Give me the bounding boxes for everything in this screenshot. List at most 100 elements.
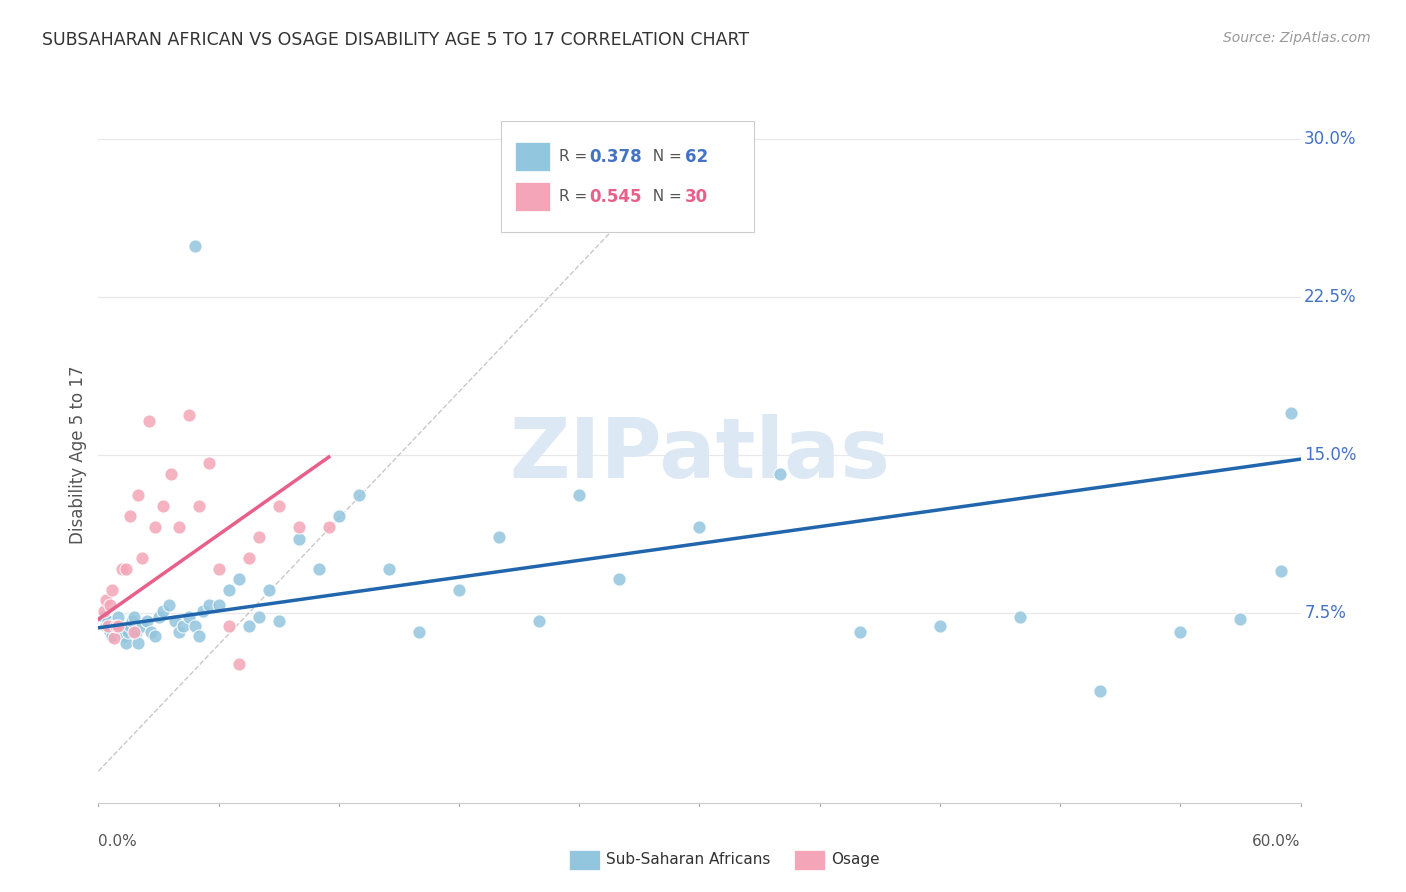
Point bbox=[97, 618, 120, 632]
Point bbox=[1010, 610, 1032, 624]
Point bbox=[148, 610, 170, 624]
Text: 0.545: 0.545 bbox=[589, 187, 643, 206]
Text: 0.0%: 0.0% bbox=[98, 834, 138, 849]
Point bbox=[167, 519, 190, 533]
Point bbox=[1088, 684, 1111, 698]
Point bbox=[96, 593, 118, 607]
Point bbox=[143, 629, 166, 643]
Point bbox=[208, 562, 231, 576]
Text: N =: N = bbox=[643, 189, 686, 204]
Text: 30: 30 bbox=[685, 187, 709, 206]
Point bbox=[408, 625, 430, 640]
Point bbox=[228, 572, 250, 586]
Point bbox=[228, 657, 250, 671]
Text: 60.0%: 60.0% bbox=[1253, 834, 1301, 849]
Point bbox=[103, 632, 125, 646]
Point bbox=[100, 598, 122, 612]
Point bbox=[128, 488, 150, 502]
Point bbox=[101, 629, 124, 643]
Point bbox=[288, 519, 311, 533]
Point bbox=[131, 618, 153, 632]
Point bbox=[110, 625, 132, 640]
Point bbox=[157, 598, 180, 612]
Point bbox=[247, 530, 270, 544]
Point bbox=[128, 635, 150, 649]
Text: Source: ZipAtlas.com: Source: ZipAtlas.com bbox=[1223, 31, 1371, 45]
Text: ZIPatlas: ZIPatlas bbox=[509, 415, 890, 495]
Point bbox=[197, 598, 219, 612]
Point bbox=[238, 551, 260, 566]
Point bbox=[138, 414, 160, 428]
Point bbox=[187, 629, 209, 643]
Point bbox=[93, 604, 115, 618]
Point bbox=[114, 629, 136, 643]
Text: 7.5%: 7.5% bbox=[1305, 604, 1346, 622]
Text: SUBSAHARAN AFRICAN VS OSAGE DISABILITY AGE 5 TO 17 CORRELATION CHART: SUBSAHARAN AFRICAN VS OSAGE DISABILITY A… bbox=[42, 31, 749, 49]
Point bbox=[100, 625, 122, 640]
Point bbox=[378, 562, 401, 576]
Point bbox=[159, 467, 181, 481]
Point bbox=[103, 616, 125, 631]
Text: N =: N = bbox=[643, 149, 686, 164]
Point bbox=[177, 408, 200, 422]
Point bbox=[1229, 612, 1251, 626]
Text: Sub-Saharan Africans: Sub-Saharan Africans bbox=[606, 853, 770, 867]
Point bbox=[152, 499, 174, 513]
Point bbox=[218, 618, 240, 632]
Text: R =: R = bbox=[558, 149, 592, 164]
Point bbox=[167, 625, 190, 640]
Point bbox=[115, 635, 138, 649]
Point bbox=[187, 499, 209, 513]
Point bbox=[177, 610, 200, 624]
Point bbox=[208, 598, 231, 612]
Point bbox=[120, 618, 142, 632]
Point bbox=[328, 509, 350, 524]
Point bbox=[107, 618, 129, 632]
Point bbox=[101, 582, 124, 597]
Point bbox=[488, 530, 510, 544]
Point bbox=[929, 618, 952, 632]
Point bbox=[124, 625, 146, 640]
Point bbox=[1279, 406, 1302, 420]
Point bbox=[96, 618, 118, 632]
Point bbox=[267, 499, 290, 513]
Point bbox=[111, 562, 134, 576]
Point bbox=[849, 625, 872, 640]
Point bbox=[139, 625, 162, 640]
Point bbox=[183, 239, 205, 253]
Point bbox=[125, 625, 148, 640]
Point bbox=[609, 572, 631, 586]
Point bbox=[191, 604, 214, 618]
Point bbox=[568, 488, 591, 502]
Point bbox=[124, 610, 146, 624]
Point bbox=[120, 509, 142, 524]
Point bbox=[347, 488, 370, 502]
Point bbox=[308, 562, 330, 576]
Point bbox=[183, 618, 205, 632]
Point bbox=[238, 618, 260, 632]
Point bbox=[163, 615, 186, 629]
Text: 15.0%: 15.0% bbox=[1305, 446, 1357, 464]
Point bbox=[117, 625, 139, 640]
Point bbox=[115, 562, 138, 576]
Text: 22.5%: 22.5% bbox=[1305, 288, 1357, 306]
Point bbox=[143, 519, 166, 533]
Point bbox=[97, 615, 120, 629]
Text: R =: R = bbox=[558, 189, 592, 204]
Point bbox=[447, 582, 470, 597]
Point bbox=[107, 610, 129, 624]
Point bbox=[529, 615, 551, 629]
Text: 30.0%: 30.0% bbox=[1305, 129, 1357, 148]
Point bbox=[135, 615, 157, 629]
Point bbox=[257, 582, 280, 597]
Point bbox=[768, 467, 790, 481]
Point bbox=[218, 582, 240, 597]
Point bbox=[267, 615, 290, 629]
Point bbox=[121, 615, 143, 629]
Point bbox=[318, 519, 340, 533]
Text: 62: 62 bbox=[685, 147, 709, 166]
Point bbox=[688, 519, 710, 533]
Point bbox=[105, 618, 128, 632]
Point bbox=[247, 610, 270, 624]
Text: Osage: Osage bbox=[831, 853, 880, 867]
